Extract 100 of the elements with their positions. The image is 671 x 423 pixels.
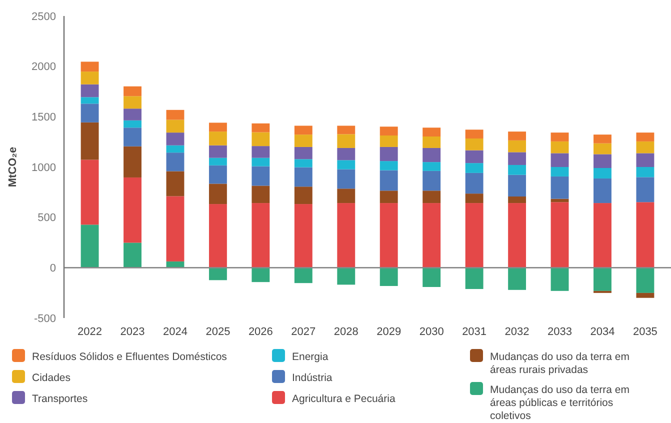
bar [380,126,398,136]
bar [422,203,441,268]
x-tick-label: 2023 [120,326,145,338]
bar [252,158,270,166]
bar [508,203,526,268]
bar [294,126,312,135]
bar [636,292,654,298]
bar [124,96,142,109]
y-axis-title: MtCO₂e [7,146,19,188]
legend-label: Resíduos Sólidos e Efluentes Domésticos [32,351,227,363]
x-tick-label: 2029 [376,326,402,338]
bar [208,204,227,268]
bar [124,146,142,178]
bar [337,148,356,160]
bar [422,162,441,171]
bar [80,84,99,98]
x-tick-label: 2035 [632,326,658,338]
bar [594,134,612,144]
bar [465,194,484,204]
bar [208,122,227,132]
x-tick-label: 2032 [504,326,530,338]
bar [465,268,484,290]
bar [337,134,356,148]
bar [294,204,312,268]
bar [80,72,99,84]
bar [337,203,356,268]
bar [422,148,441,162]
bar [166,110,184,120]
bar [508,174,526,196]
legend-label: Energia [292,351,328,363]
bar [80,62,99,72]
x-tick-label: 2025 [206,326,230,338]
bar [422,268,441,287]
bar [380,135,398,147]
bar [380,161,398,170]
bar [294,146,312,160]
bar [636,202,654,268]
bar [465,150,484,164]
bar [636,167,654,178]
bar [252,146,270,158]
bar [380,170,398,191]
bar [636,177,654,202]
x-tick-label: 2022 [78,326,102,338]
bar [166,132,184,146]
bar [636,153,654,167]
bar [166,120,184,133]
bar [465,138,484,150]
bar [508,132,526,140]
bar [422,136,441,148]
x-tick-label: 2033 [548,326,572,338]
bar [208,145,227,158]
y-tick-label: 1000 [32,162,56,174]
bar [252,186,270,204]
bar [380,146,398,162]
bar [80,160,99,225]
bar [550,176,569,199]
bar [166,145,184,153]
bar [252,123,270,132]
bar [294,167,312,187]
bar [550,167,569,176]
bar [380,203,398,268]
bar [252,268,270,282]
legend-label: Agricultura e Pecuária [292,393,396,405]
legend-label: Transportes [32,393,88,405]
bar [508,152,526,165]
bar [422,128,441,136]
bar [594,178,612,204]
y-tick-label: 1500 [32,112,56,124]
bar [208,132,227,146]
bar [337,160,356,170]
bar [550,268,569,291]
bar [124,120,142,128]
bar [380,190,398,204]
bar [422,170,441,191]
bar [294,186,312,204]
bar [508,268,526,290]
bar [550,132,569,142]
bar [550,141,569,154]
bar [294,134,312,147]
x-tick-label: 2034 [590,326,615,338]
bar [337,268,356,285]
legend-label: Indústria [292,372,332,384]
bar [80,97,99,104]
bar [80,122,99,160]
x-tick-label: 2027 [291,326,316,338]
bar [636,141,654,154]
x-tick-label: 2031 [462,326,487,338]
bar [208,268,227,280]
bar [465,163,484,173]
bar [465,130,484,139]
bar [594,268,612,291]
bar [550,202,569,268]
bar [294,268,312,284]
y-tick-label: 2000 [32,61,56,74]
bar [636,268,654,293]
bar [166,171,184,196]
bar [124,128,142,146]
bar [124,242,142,268]
bar [594,168,612,178]
bar [422,190,441,204]
